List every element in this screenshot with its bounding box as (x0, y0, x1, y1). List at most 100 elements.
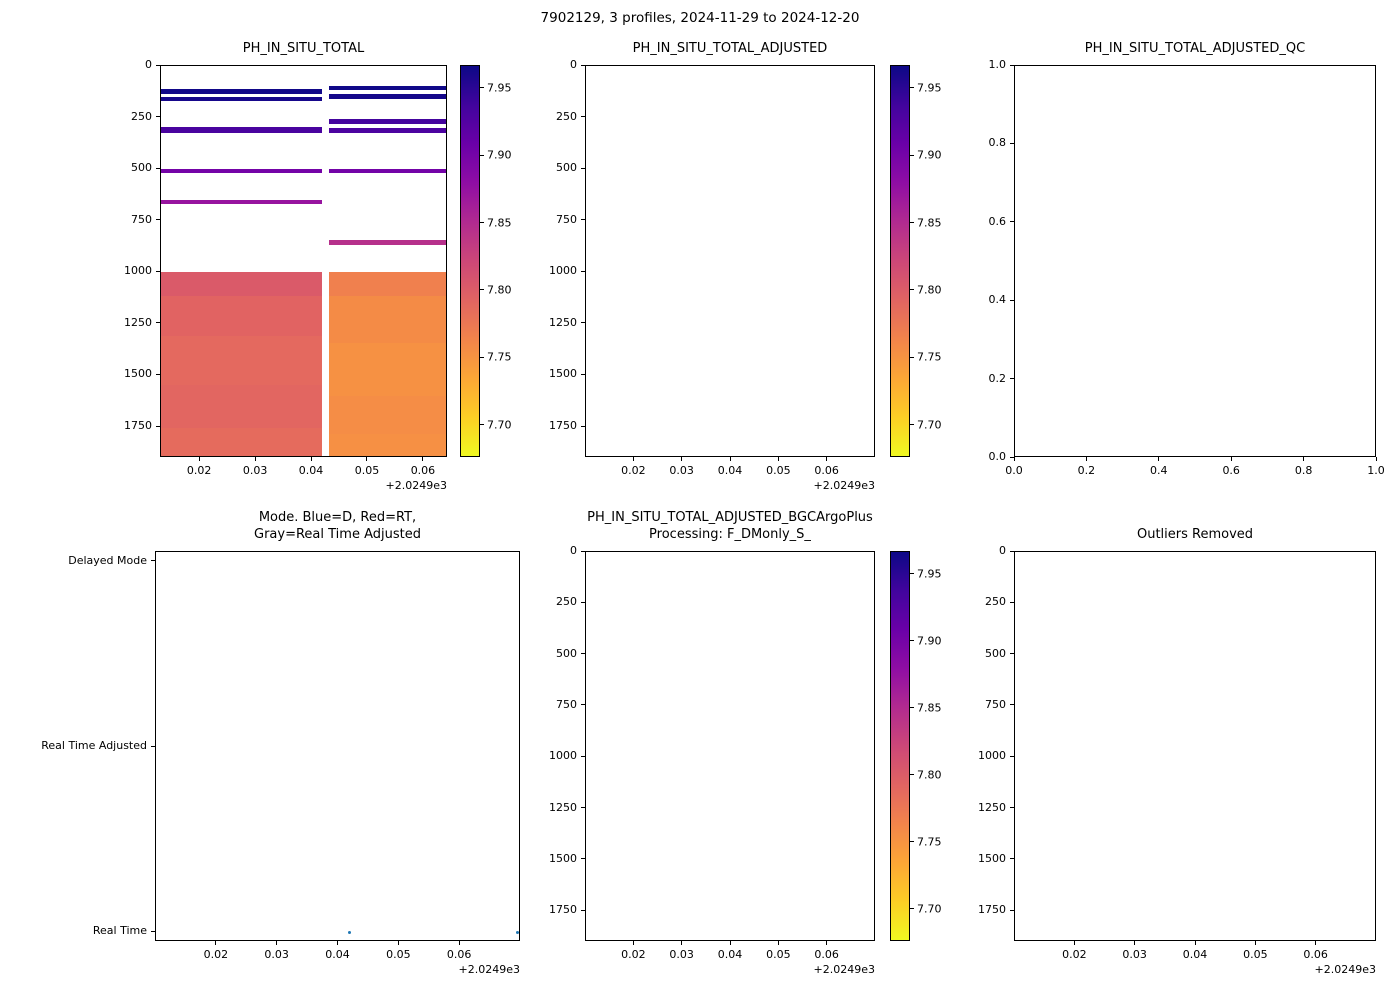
y-tick-mark (1010, 704, 1014, 706)
y-tick-label: 1250 (549, 800, 577, 814)
y-tick-label: 0.0 (988, 450, 1007, 463)
mode-title: Mode. Blue=D, Red=RT, Gray=Real Time Adj… (254, 510, 421, 542)
x-tick-mark (1194, 941, 1196, 945)
x-tick-mark (310, 457, 312, 461)
x-tick-label: 0.04 (717, 464, 743, 477)
x-tick-label: 1.0 (1367, 464, 1385, 477)
y-tick-label: 1000 (549, 264, 577, 278)
mode-plot-area (155, 551, 520, 941)
colorbar-tick-label: 7.85 (917, 216, 942, 230)
colorbar-tick-label: 7.90 (917, 148, 942, 162)
x-tick-mark (826, 457, 828, 461)
colorbar-tick-label: 7.95 (917, 567, 942, 581)
y-tick-label: 1000 (978, 749, 1006, 763)
x-tick-mark (1254, 941, 1256, 945)
x-tick-mark (337, 941, 338, 945)
colorbar-tick-label: 7.95 (917, 81, 942, 95)
y-tick-mark (156, 373, 160, 375)
x-tick-label: 0.05 (386, 948, 411, 961)
y-tick-mark (1010, 221, 1014, 223)
y-tick-label: 1250 (124, 315, 152, 329)
x-tick-label: 0.4 (1150, 464, 1168, 477)
y-tick-label: 1500 (549, 367, 577, 381)
x-tick-mark (1230, 457, 1232, 461)
heatmap-cell (161, 168, 322, 174)
x-tick-label: 0.03 (669, 464, 694, 477)
y-tick-mark (581, 167, 585, 169)
ph-in-situ-total-adjusted-bgcargoplus-title: PH_IN_SITU_TOTAL_ADJUSTED_BGCArgoPlus Pr… (587, 510, 873, 542)
heatmap-cell (161, 127, 322, 134)
scatter-point (516, 930, 519, 934)
ph-in-situ-total-adjusted-qc-title: PH_IN_SITU_TOTAL_ADJUSTED_QC (1084, 41, 1306, 56)
x-tick-label: 0.05 (1243, 948, 1268, 961)
heatmap-cell (329, 93, 446, 99)
x-tick-label: 0.0 (1005, 464, 1023, 477)
y-tick-label: 0 (570, 58, 577, 71)
colorbar-tick-label: 7.70 (917, 418, 942, 432)
heatmap-cell (161, 272, 322, 297)
x-tick-label: 0.03 (264, 948, 289, 961)
y-tick-mark (581, 373, 585, 375)
heatmap-cell (161, 88, 322, 94)
x-tick-mark (254, 457, 256, 461)
y-tick-label: 750 (985, 697, 1006, 711)
y-tick-label: 500 (985, 646, 1006, 660)
x-tick-label: 0.02 (621, 464, 646, 477)
x-tick-mark (215, 941, 217, 945)
heatmap-cell (329, 168, 446, 174)
y-tick-label: 1750 (549, 419, 577, 433)
x-tick-label: 0.05 (766, 948, 791, 961)
x-tick-mark (777, 457, 779, 461)
figure-suptitle: 7902129, 3 profiles, 2024-11-29 to 2024-… (540, 10, 860, 26)
x-tick-mark (198, 457, 200, 461)
x-tick-label: 0.2 (1077, 464, 1096, 477)
heatmap-cell (161, 384, 322, 429)
y-tick-label: 0.6 (988, 214, 1007, 228)
y-tick-mark (581, 755, 585, 757)
colorbar-tick-mark (910, 707, 914, 709)
colorbar-tick-mark (910, 356, 914, 358)
x-tick-label: 0.04 (325, 948, 350, 961)
ph-in-situ-total-adjusted-bgcargoplus-plot-area (585, 551, 875, 941)
colorbar-tick-label: 7.70 (487, 418, 512, 432)
y-tick-label: 1750 (549, 903, 577, 917)
ph-in-situ-total-plot-area (160, 65, 447, 457)
x-tick-label: 0.02 (203, 948, 229, 961)
colorbar-tick-label: 7.75 (487, 350, 512, 364)
y-tick-mark (156, 270, 160, 272)
x-tick-mark (1315, 941, 1317, 945)
x-tick-label: 0.04 (1182, 948, 1208, 961)
colorbar-tick-mark (910, 841, 914, 843)
x-tick-mark (1085, 457, 1087, 461)
colorbar-tick-label: 7.85 (487, 216, 512, 230)
scatter-point (347, 930, 351, 934)
x-tick-label: 0.06 (410, 464, 436, 477)
y-tick-label: 0.4 (988, 293, 1007, 307)
y-tick-mark (581, 270, 585, 272)
heatmap-cell (161, 96, 322, 102)
y-tick-label: 500 (556, 646, 577, 660)
x-tick-label: 0.8 (1294, 464, 1313, 477)
y-tick-mark (1010, 909, 1014, 911)
x-tick-mark (1158, 457, 1160, 461)
y-tick-label: 1000 (549, 749, 577, 763)
y-tick-label: 750 (556, 697, 577, 711)
x-tick-label: 0.02 (1062, 948, 1087, 961)
y-tick-label: 1500 (549, 851, 577, 865)
y-tick-label: 0 (999, 544, 1006, 557)
colorbar-tick-mark (480, 424, 484, 426)
x-tick-label: 0.05 (354, 464, 380, 477)
y-tick-mark (581, 909, 585, 911)
outliers-removed-plot-area (1014, 551, 1376, 941)
y-tick-label: 1750 (124, 419, 152, 433)
y-tick-mark (1010, 858, 1014, 860)
colorbar-tick-mark (910, 640, 914, 642)
colorbar-tick-label: 7.90 (487, 148, 512, 162)
colorbar-tick-label: 7.80 (487, 283, 512, 297)
x-tick-label: 0.05 (766, 464, 791, 477)
x-tick-mark (366, 457, 368, 461)
ph-in-situ-total-adjusted-bgcargoplus-colorbar (890, 551, 910, 941)
heatmap-cell (161, 296, 322, 337)
